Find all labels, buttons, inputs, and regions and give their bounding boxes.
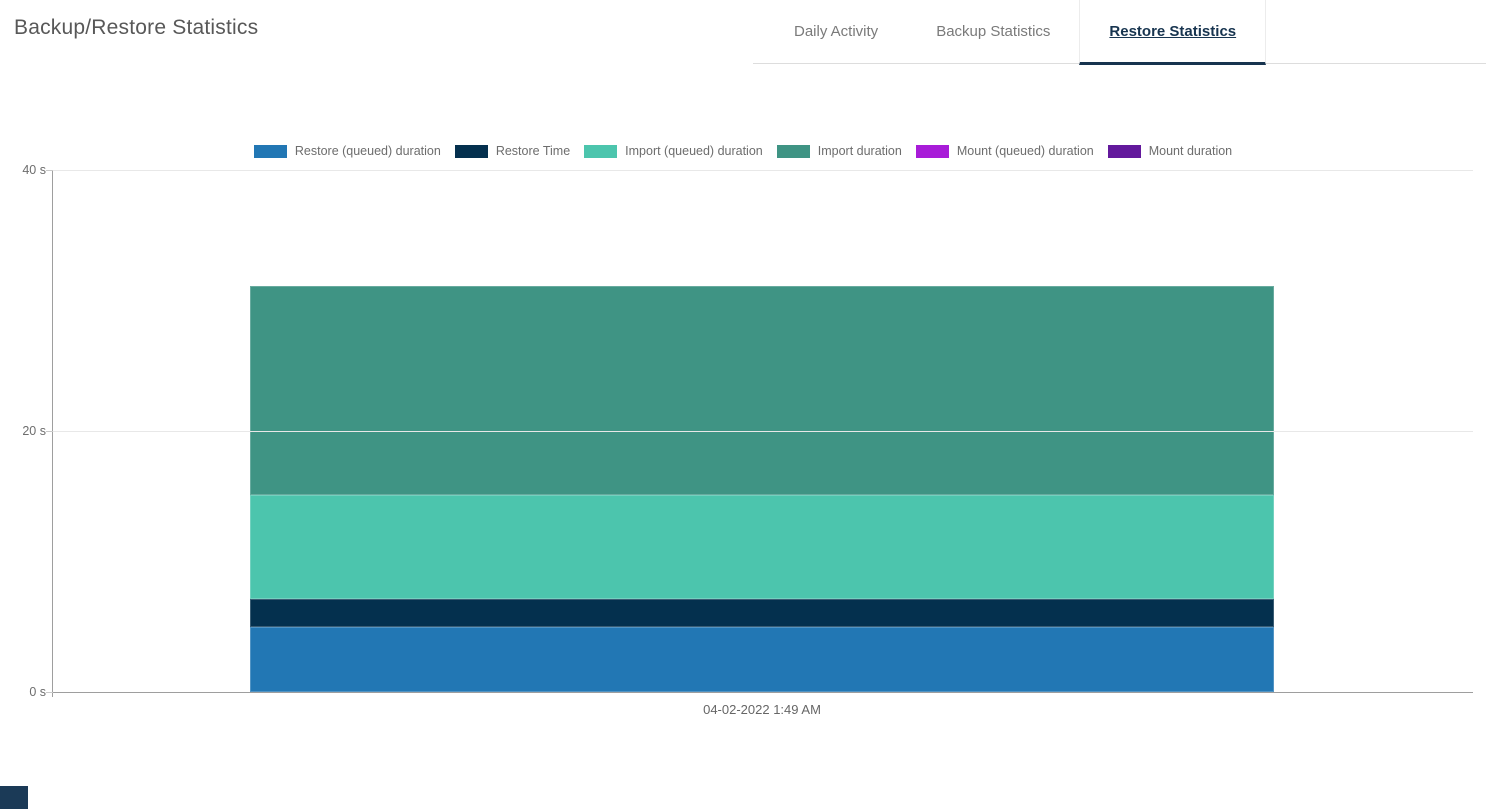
gridline: [52, 692, 1473, 693]
legend-swatch-icon: [584, 144, 618, 158]
legend-swatch-icon: [454, 144, 488, 158]
bottom-left-corner-block: [0, 786, 28, 809]
legend-swatch-icon: [776, 144, 810, 158]
tab-bar: Daily Activity Backup Statistics Restore…: [753, 0, 1486, 65]
y-tick-label: 20 s: [22, 424, 46, 438]
gridline: [52, 170, 1473, 171]
legend-label: Mount (queued) duration: [956, 144, 1094, 158]
stacked-bar[interactable]: [250, 286, 1274, 692]
gridline: [52, 431, 1473, 432]
legend-swatch-icon: [915, 144, 949, 158]
y-axis-line: [52, 170, 53, 697]
legend-swatch-icon: [253, 144, 287, 158]
chart-legend: Restore (queued) duration Restore Time Imp…: [0, 144, 1486, 158]
y-tick-label: 40 s: [22, 163, 46, 177]
bar-segment[interactable]: [250, 599, 1274, 627]
tab-backup-statistics[interactable]: Backup Statistics: [907, 0, 1079, 63]
legend-label: Import (queued) duration: [625, 144, 763, 158]
legend-item[interactable]: Mount duration: [1107, 144, 1233, 158]
legend-swatch-icon: [1107, 144, 1141, 158]
x-axis-tick-label: 04-02-2022 1:49 AM: [703, 702, 821, 717]
bar-segment[interactable]: [250, 626, 1274, 692]
legend-item[interactable]: Import (queued) duration: [584, 144, 763, 158]
tab-restore-statistics[interactable]: Restore Statistics: [1079, 0, 1267, 65]
page-title: Backup/Restore Statistics: [14, 16, 259, 39]
legend-label: Import duration: [817, 144, 902, 158]
legend-label: Restore Time: [495, 144, 571, 158]
legend-label: Restore (queued) duration: [294, 144, 441, 158]
tab-daily-activity[interactable]: Daily Activity: [765, 0, 907, 63]
y-tick-mark: [46, 170, 53, 171]
bar-segment[interactable]: [250, 494, 1274, 600]
bar-segment[interactable]: [250, 286, 1274, 495]
y-tick-mark: [46, 692, 53, 693]
legend-item[interactable]: Restore Time: [454, 144, 571, 158]
legend-label: Mount duration: [1148, 144, 1233, 158]
legend-item[interactable]: Restore (queued) duration: [253, 144, 441, 158]
legend-item[interactable]: Mount (queued) duration: [915, 144, 1094, 158]
plot-area: [52, 170, 1473, 693]
y-tick-label: 0 s: [29, 685, 46, 699]
legend-item[interactable]: Import duration: [776, 144, 902, 158]
y-tick-mark: [46, 431, 53, 432]
